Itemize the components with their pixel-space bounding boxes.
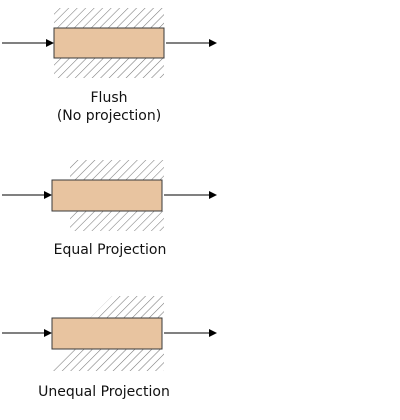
unequal-top-hatch [90,296,164,318]
unequal-panel: Unequal Projection [2,296,217,400]
equal-caption: Equal Projection [54,242,167,258]
equal-panel: Equal Projection [2,160,217,258]
equal-top-hatch [70,160,164,180]
unequal-bottom-hatch [52,349,164,371]
equal-bar [51,179,163,212]
flush-top-hatch [54,8,164,28]
flush-bar [53,27,165,59]
flush-panel: Flush (No projection) [2,8,217,124]
flush-caption-line1: Flush [91,90,128,106]
flush-bottom-hatch [54,58,164,78]
unequal-caption: Unequal Projection [38,384,170,400]
equal-bottom-hatch [70,211,164,231]
unequal-bar [51,317,163,350]
flush-caption-line2: (No projection) [57,108,161,124]
